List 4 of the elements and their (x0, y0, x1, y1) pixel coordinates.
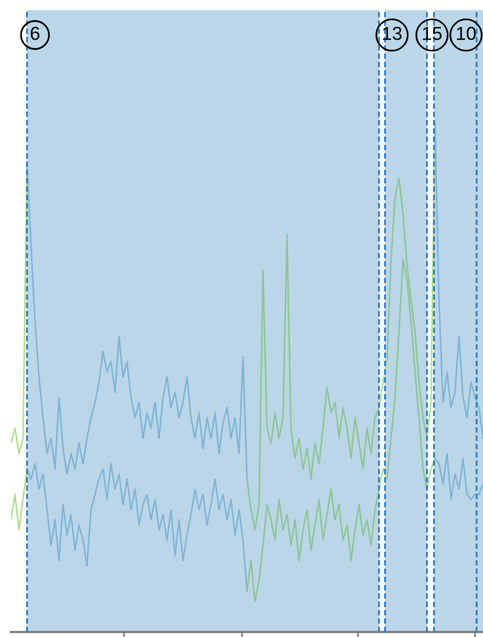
text: 15 (423, 26, 442, 40)
text: 13 (383, 26, 402, 40)
text: 6 (30, 26, 40, 40)
text: 10 (457, 26, 476, 40)
